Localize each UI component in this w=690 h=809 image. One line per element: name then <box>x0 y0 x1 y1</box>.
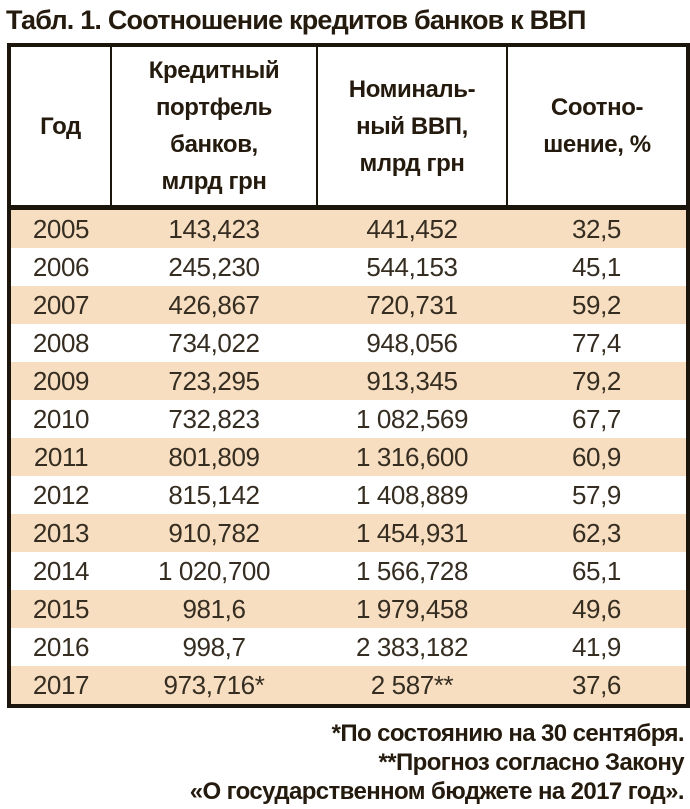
cell-ratio: 67,7 <box>571 403 621 434</box>
cell-gdp: 1 566,728 <box>355 555 469 586</box>
table-row: 2015 981,6 1 979,458 49,6 <box>9 590 688 628</box>
footnotes: *По состоянию на 30 сентября. **Прогноз … <box>4 719 686 806</box>
cell-credit: 981,6 <box>182 593 246 624</box>
cell-year: 2009 <box>32 365 90 396</box>
cell-gdp: 544,153 <box>366 251 458 282</box>
cell-year: 2007 <box>32 289 90 320</box>
header-cell-year: Год <box>9 45 112 210</box>
footnote-as-of-date: *По состоянию на 30 сентября. <box>331 720 685 747</box>
table-row: 2008 734,022 948,056 77,4 <box>9 324 688 362</box>
cell-ratio: 62,3 <box>571 517 621 548</box>
cell-year: 2005 <box>32 213 90 244</box>
cell-credit: 732,823 <box>168 403 260 434</box>
cell-gdp: 1 082,569 <box>355 403 469 434</box>
header-cell-credit-portfolio: Кредитный портфель банков, млрд грн <box>111 45 318 210</box>
cell-gdp: 913,345 <box>366 365 458 396</box>
table-row: 2016 998,7 2 383,182 41,9 <box>9 628 688 666</box>
cell-credit: 801,809 <box>168 441 260 472</box>
table-title: Табл. 1. Соотношение кредитов банков к В… <box>6 5 586 35</box>
cell-year: 2012 <box>32 479 90 510</box>
table-row: 2017 973,716* 2 587** 37,6 <box>9 666 688 706</box>
table-row: 2005 143,423 441,452 32,5 <box>9 207 688 248</box>
table-row: 2013 910,782 1 454,931 62,3 <box>9 514 688 552</box>
cell-year: 2010 <box>32 403 90 434</box>
cell-gdp: 1 454,931 <box>355 517 469 548</box>
cell-credit: 998,7 <box>182 631 246 662</box>
footnote-forecast-line2: «О государственном бюджете на 2017 год». <box>189 778 685 805</box>
cell-credit: 143,423 <box>168 213 260 244</box>
table-row: 2006 245,230 544,153 45,1 <box>9 248 688 286</box>
cell-year: 2011 <box>33 441 89 472</box>
cell-credit: 723,295 <box>168 365 260 396</box>
cell-gdp: 2 383,182 <box>355 631 469 662</box>
cell-ratio: 65,1 <box>571 555 621 586</box>
cell-credit: 1 020,700 <box>157 555 271 586</box>
cell-ratio: 77,4 <box>571 327 621 358</box>
cell-credit: 815,142 <box>168 479 260 510</box>
cell-gdp: 1 979,458 <box>355 593 469 624</box>
cell-year: 2013 <box>32 517 90 548</box>
cell-credit: 973,716* <box>163 669 265 700</box>
cell-gdp: 1 316,600 <box>355 441 469 472</box>
cell-year: 2017 <box>32 669 90 700</box>
cell-gdp: 720,731 <box>366 289 458 320</box>
table-row: 2007 426,867 720,731 59,2 <box>9 286 688 324</box>
header-row: Год Кредитный портфель банков, млрд грн … <box>9 45 688 210</box>
table-row: 2009 723,295 913,345 79,2 <box>9 362 688 400</box>
cell-gdp: 1 408,889 <box>355 479 469 510</box>
table-row: 2011 801,809 1 316,600 60,9 <box>9 438 688 476</box>
cell-ratio: 49,6 <box>571 593 621 624</box>
table-row: 2010 732,823 1 082,569 67,7 <box>9 400 688 438</box>
cell-credit: 245,230 <box>168 251 260 282</box>
table-row: 2014 1 020,700 1 566,728 65,1 <box>9 552 688 590</box>
cell-gdp: 948,056 <box>366 327 458 358</box>
cell-gdp: 2 587** <box>370 669 454 700</box>
cell-ratio: 45,1 <box>571 251 621 282</box>
cell-credit: 734,022 <box>168 327 260 358</box>
credits-to-gdp-table: Год Кредитный портфель банков, млрд грн … <box>7 43 690 708</box>
cell-year: 2008 <box>32 327 90 358</box>
header-cell-ratio: Соотно- шение, % <box>507 45 688 210</box>
table-row: 2012 815,142 1 408,889 57,9 <box>9 476 688 514</box>
header-cell-nominal-gdp: Номиналь- ный ВВП, млрд грн <box>317 45 508 210</box>
cell-credit: 910,782 <box>168 517 260 548</box>
cell-ratio: 57,9 <box>571 479 621 510</box>
footnote-forecast-line1: **Прогноз согласно Закону <box>378 749 685 776</box>
cell-credit: 426,867 <box>168 289 260 320</box>
cell-ratio: 32,5 <box>571 213 621 244</box>
cell-gdp: 441,452 <box>366 213 458 244</box>
cell-ratio: 37,6 <box>571 669 621 700</box>
cell-year: 2016 <box>32 631 90 662</box>
cell-ratio: 60,9 <box>571 441 621 472</box>
cell-year: 2015 <box>32 593 90 624</box>
cell-ratio: 79,2 <box>571 365 621 396</box>
cell-year: 2014 <box>32 555 90 586</box>
cell-ratio: 59,2 <box>571 289 621 320</box>
cell-year: 2006 <box>32 251 90 282</box>
cell-ratio: 41,9 <box>571 631 621 662</box>
